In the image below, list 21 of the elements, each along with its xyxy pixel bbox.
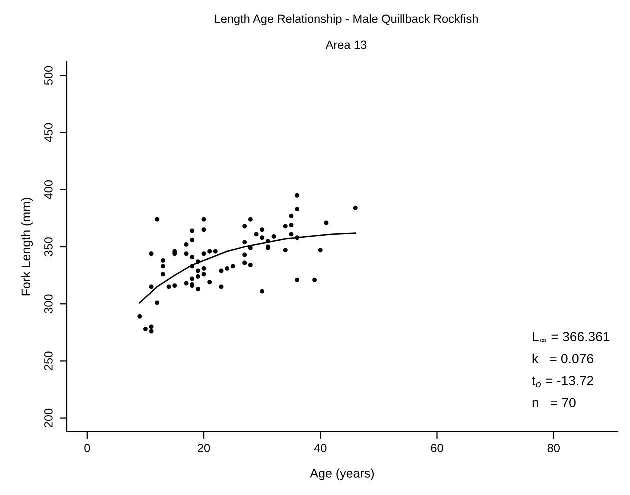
- y-axis-title: Fork Length (mm): [21, 198, 34, 296]
- chart-subtitle: Area 13: [326, 40, 367, 50]
- annotation: k = 0.076: [532, 354, 594, 364]
- x-tick-label: 60: [431, 444, 444, 452]
- y-tick-label: 450: [44, 123, 53, 142]
- annotation: n = 70: [532, 398, 576, 408]
- x-axis-title: Age (years): [310, 468, 374, 480]
- y-tick-label: 350: [44, 238, 53, 256]
- y-tick-label: 300: [44, 294, 53, 314]
- x-tick-label: 40: [314, 444, 327, 452]
- line-series: [139, 232, 356, 304]
- y-tick-label: 200: [44, 408, 53, 428]
- chart-title: Length Age Relationship - Male Quillback Rockfish: [215, 14, 478, 26]
- y-tick-label: 250: [44, 352, 53, 370]
- y-tick-label: 500: [44, 66, 53, 86]
- x-tick-label: 0: [84, 444, 90, 452]
- x-tick-label: 20: [198, 444, 210, 452]
- y-tick-label: 400: [44, 180, 53, 200]
- annotation: L$_{∞}$ = 366.361: [533, 332, 610, 343]
- annotation: t$_{o}$ = -13.72: [532, 376, 594, 388]
- x-tick-label: 80: [548, 444, 560, 452]
